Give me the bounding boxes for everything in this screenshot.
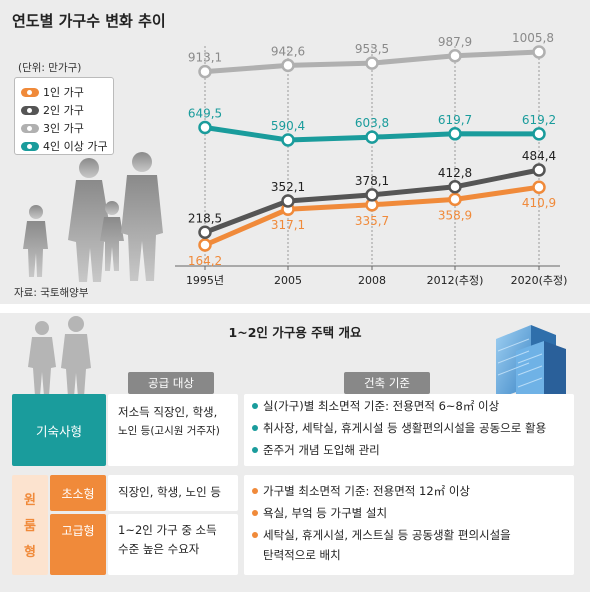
small-target-box: 직장인, 학생, 노인 등 — [108, 475, 238, 511]
x-tick-label: 2008 — [358, 274, 386, 287]
family-silhouette-icon — [23, 152, 163, 282]
legend-marker-icon — [21, 123, 39, 133]
legend-marker-icon — [21, 141, 39, 151]
data-label: 335,7 — [355, 214, 389, 228]
legend-label: 1인 가구 — [43, 86, 84, 99]
bullet-icon — [252, 532, 258, 538]
high-type-cell: 고급형 — [50, 514, 106, 575]
overview-title: 1~2인 가구용 주택 개요 — [228, 325, 362, 340]
data-label: 410,9 — [522, 196, 556, 210]
x-tick-label: 2005 — [274, 274, 302, 287]
data-point — [448, 49, 462, 63]
dorm-target-line-1: 저소득 직장인, 학생, — [118, 405, 218, 419]
legend-item-three: 3인 가구 — [21, 120, 84, 136]
data-point — [365, 188, 379, 202]
studio-standard-box: 가구별 최소면적 기준: 전용면적 12㎡ 이상 욕실, 부엌 등 가구별 설치… — [244, 475, 574, 575]
chart-title: 연도별 가구수 변화 추이 — [12, 12, 166, 30]
legend-label: 4인 이상 가구 — [43, 140, 108, 153]
data-point — [448, 180, 462, 194]
building-standard-header: 건축 기준 — [344, 372, 430, 394]
data-point — [448, 127, 462, 141]
data-point — [365, 56, 379, 70]
high-target-line-1: 1~2인 가구 중 소득 — [118, 523, 217, 537]
data-label: 953,5 — [355, 42, 389, 56]
data-label: 603,8 — [355, 116, 389, 130]
legend-label: 2인 가구 — [43, 104, 84, 117]
data-label: 619,7 — [438, 113, 472, 127]
high-target-line-2: 수준 높은 수요자 — [118, 542, 200, 556]
data-label: 164,2 — [188, 254, 222, 268]
x-tick-label: 1995년 — [186, 274, 224, 287]
data-label: 649,5 — [188, 106, 222, 120]
small-type-cell: 초소형 — [50, 475, 106, 511]
data-point — [281, 58, 295, 73]
studio-item-continued: 탄력적으로 배치 — [263, 548, 341, 562]
building-icon — [496, 325, 566, 403]
bullet-icon — [252, 510, 258, 516]
data-point — [532, 127, 546, 141]
dorm-type-cell: 기숙사형 — [12, 394, 106, 466]
data-label: 942,6 — [271, 44, 305, 58]
data-point — [532, 45, 546, 59]
legend-item-two: 2인 가구 — [21, 102, 84, 118]
dorm-target-box: 저소득 직장인, 학생, 노인 등(고시원 거주자) — [108, 394, 238, 466]
data-point — [448, 192, 462, 207]
studio-item: 가구별 최소면적 기준: 전용면적 12㎡ 이상 — [252, 483, 470, 500]
bullet-icon — [252, 447, 258, 453]
supply-target-header: 공급 대상 — [128, 372, 214, 394]
data-label: 619,2 — [522, 113, 556, 127]
bullet-icon — [252, 488, 258, 494]
data-label: 358,9 — [438, 208, 472, 222]
unit-label: (단위: 만가구) — [18, 62, 82, 74]
small-type-label: 초소형 — [61, 487, 95, 501]
small-target-text: 직장인, 학생, 노인 등 — [118, 485, 221, 499]
chart-legend: 1인 가구 2인 가구 3인 가구 4인 이상 가구 — [14, 77, 114, 155]
x-tick-label: 2020(추정) — [511, 274, 568, 287]
data-label: 218,5 — [188, 211, 222, 225]
data-label: 412,8 — [438, 166, 472, 180]
legend-marker-icon — [21, 105, 39, 115]
data-point — [532, 180, 546, 194]
data-label: 1005,8 — [512, 31, 554, 45]
dorm-item: 실(가구)별 최소면적 기준: 전용면적 6~8㎡ 이상 — [252, 398, 499, 415]
data-label: 352,1 — [271, 180, 305, 194]
studio-item: 세탁실, 휴게시설, 게스트실 등 공동생활 편의시설을 — [252, 527, 511, 544]
line-chart: 1995년 2005 2008 2012(추정) 2020(추정) 164,2 317,1 3… — [175, 31, 568, 287]
data-label: 484,4 — [522, 149, 556, 163]
high-target-box: 1~2인 가구 중 소득 수준 높은 수요자 — [108, 514, 238, 575]
data-point — [532, 163, 546, 177]
high-type-label: 고급형 — [61, 524, 95, 538]
data-point — [198, 225, 212, 240]
data-point — [281, 194, 295, 208]
dorm-item: 취사장, 세탁실, 휴게시설 등 생활편의시설을 공동으로 활용 — [252, 420, 546, 437]
data-point — [198, 64, 212, 79]
data-label: 378,1 — [355, 174, 389, 188]
data-label: 987,9 — [438, 35, 472, 49]
source-note: 자료: 국토해양부 — [14, 287, 89, 299]
data-label: 590,4 — [271, 119, 305, 133]
dorm-item: 준주거 개념 도입해 관리 — [252, 442, 380, 459]
studio-type-cell: 원 룸 형 — [12, 475, 48, 575]
legend-label: 3인 가구 — [43, 122, 84, 135]
data-point — [281, 133, 295, 147]
bullet-icon — [252, 403, 258, 409]
studio-label-char: 룸 — [24, 519, 36, 534]
data-point — [365, 130, 379, 144]
legend-marker-icon — [21, 87, 39, 97]
data-label: 913,1 — [188, 51, 222, 65]
x-tick-label: 2012(추정) — [427, 274, 484, 287]
people-silhouette-icon — [28, 316, 91, 397]
data-point — [198, 238, 212, 252]
dorm-target-line-2: 노인 등(고시원 거주자) — [118, 425, 220, 437]
dorm-standard-box: 실(가구)별 최소면적 기준: 전용면적 6~8㎡ 이상 취사장, 세탁실, 휴… — [244, 394, 574, 466]
legend-item-one: 1인 가구 — [21, 84, 84, 100]
dorm-type-label: 기숙사형 — [35, 424, 82, 439]
data-label: 317,1 — [271, 218, 305, 232]
studio-item: 욕실, 부엌 등 가구별 설치 — [252, 505, 387, 522]
legend-item-four: 4인 이상 가구 — [21, 138, 108, 154]
studio-label-char: 원 — [24, 493, 36, 508]
studio-label-char: 형 — [24, 545, 36, 560]
data-point — [198, 120, 212, 135]
bullet-icon — [252, 425, 258, 431]
